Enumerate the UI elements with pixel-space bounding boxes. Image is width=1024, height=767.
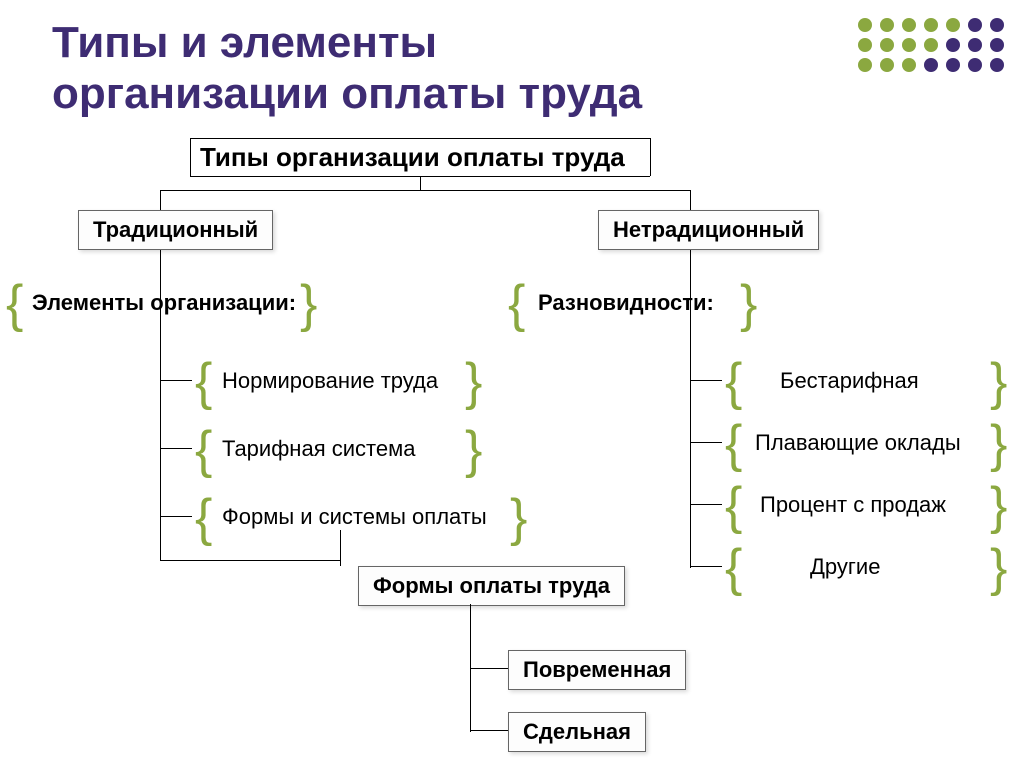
- section-right-label: Разновидности:: [538, 290, 714, 316]
- slide-title: Типы и элементы организации оплаты труда: [52, 18, 642, 119]
- dots-row-3: [858, 58, 1004, 72]
- dot-icon: [968, 58, 982, 72]
- dot-icon: [990, 18, 1004, 32]
- dot-icon: [902, 38, 916, 52]
- dot-icon: [924, 38, 938, 52]
- brace-ri3-open: {: [725, 480, 742, 532]
- right-item-2: Плавающие оклады: [755, 430, 961, 456]
- conn-ri2: [690, 442, 722, 443]
- dot-icon: [946, 58, 960, 72]
- dot-icon: [990, 58, 1004, 72]
- brace-ri1-close: }: [990, 356, 1007, 408]
- dot-icon: [968, 38, 982, 52]
- dot-icon: [902, 58, 916, 72]
- section-left-label: Элементы организации:: [32, 290, 296, 316]
- title-line-2: организации оплаты труда: [52, 69, 642, 118]
- conn-root-split: [160, 190, 690, 191]
- conn-ri3: [690, 504, 722, 505]
- dot-icon: [858, 38, 872, 52]
- right-item-4: Другие: [810, 554, 880, 580]
- left-item-2: Тарифная система: [222, 436, 415, 462]
- title-line-1: Типы и элементы: [52, 18, 437, 67]
- conn-li3: [160, 516, 192, 517]
- conn-li3-end: [160, 560, 340, 561]
- brace-ri4-close: }: [990, 542, 1007, 594]
- conn-li1: [160, 380, 192, 381]
- dot-icon: [946, 38, 960, 52]
- conn-ri4: [690, 566, 722, 567]
- dots-row-1: [858, 18, 1004, 32]
- brace-ri4-open: {: [725, 542, 742, 594]
- dot-icon: [946, 18, 960, 32]
- root-box-right: [650, 138, 651, 176]
- conn-to-right-type: [690, 190, 691, 210]
- brace-right-open-1: {: [508, 278, 525, 330]
- brace-left-open-1: {: [6, 278, 23, 330]
- dot-icon: [880, 38, 894, 52]
- brace-ri2-open: {: [725, 418, 742, 470]
- left-item-1: Нормирование труда: [222, 368, 438, 394]
- conn-ri1: [690, 380, 722, 381]
- conn-li2: [160, 448, 192, 449]
- forms-box: Формы оплаты труда: [358, 566, 625, 606]
- brace-li2-close: }: [465, 424, 482, 476]
- brace-ri1-open: {: [725, 356, 742, 408]
- conn-root-down: [420, 176, 421, 190]
- dot-icon: [924, 18, 938, 32]
- brace-left-close-1: }: [300, 278, 317, 330]
- brace-li3-open: {: [195, 492, 212, 544]
- dot-icon: [924, 58, 938, 72]
- type-nontraditional-box: Нетрадиционный: [598, 210, 819, 250]
- dot-icon: [858, 18, 872, 32]
- brace-li2-open: {: [195, 424, 212, 476]
- brace-li3-close: }: [510, 492, 527, 544]
- dot-icon: [880, 58, 894, 72]
- left-item-3: Формы и системы оплаты: [222, 504, 487, 530]
- conn-to-left-type: [160, 190, 161, 210]
- diagram-root-label: Типы организации оплаты труда: [200, 142, 625, 173]
- brace-ri2-close: }: [990, 418, 1007, 470]
- right-item-1: Бестарифная: [780, 368, 919, 394]
- dot-icon: [858, 58, 872, 72]
- decorative-dots: [858, 18, 1004, 78]
- right-item-3: Процент с продаж: [760, 492, 946, 518]
- dot-icon: [880, 18, 894, 32]
- brace-li1-close: }: [465, 356, 482, 408]
- dot-icon: [990, 38, 1004, 52]
- brace-li1-open: {: [195, 356, 212, 408]
- conn-to-forms: [340, 530, 341, 566]
- form-1-box: Повременная: [508, 650, 686, 690]
- conn-f2: [470, 730, 508, 731]
- root-box-left: [190, 138, 191, 176]
- form-2-box: Сдельная: [508, 712, 646, 752]
- root-box-top: [190, 138, 650, 139]
- dots-row-2: [858, 38, 1004, 52]
- dot-icon: [968, 18, 982, 32]
- type-traditional-box: Традиционный: [78, 210, 273, 250]
- brace-ri3-close: }: [990, 480, 1007, 532]
- dot-icon: [902, 18, 916, 32]
- conn-f1: [470, 668, 508, 669]
- brace-right-close-1: }: [740, 278, 757, 330]
